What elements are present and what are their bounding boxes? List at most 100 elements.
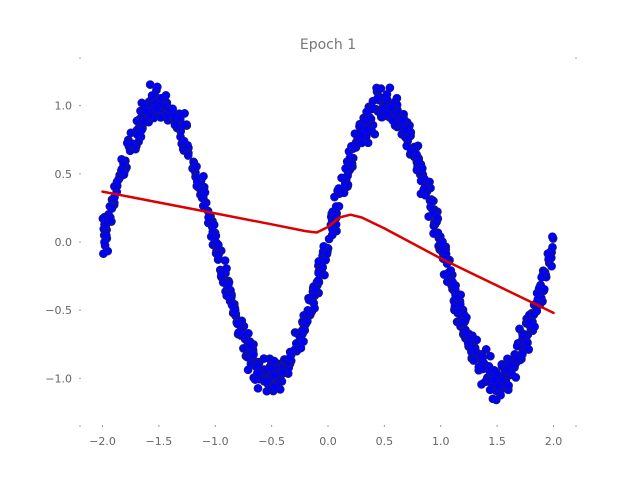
scatter-series — [98, 80, 558, 405]
x-tick-label: −1.5 — [146, 435, 173, 448]
chart-title: Epoch 1 — [300, 37, 356, 53]
scatter-point — [388, 116, 398, 125]
x-tick-label: −1.0 — [202, 435, 229, 448]
scatter-point — [314, 268, 323, 278]
scatter-point — [340, 180, 350, 190]
scatter-point — [234, 328, 243, 337]
scatter-point — [209, 220, 219, 230]
scatter-point — [533, 295, 543, 304]
scatter-point — [469, 356, 478, 365]
scatter-point — [192, 177, 202, 187]
scatter-point — [145, 80, 155, 89]
scatter-point — [217, 269, 226, 279]
fit-line — [101, 190, 555, 315]
scatter-point — [269, 356, 279, 366]
scatter-point — [213, 251, 223, 260]
scatter-point — [168, 104, 178, 114]
scatter-point — [285, 353, 295, 362]
scatter-point — [481, 345, 491, 354]
scatter-point — [547, 261, 556, 271]
scatter-point — [127, 139, 137, 148]
fit-line-series — [101, 190, 555, 315]
scatter-point — [363, 125, 372, 134]
scatter-point — [346, 159, 356, 169]
tick-labels: −2.0 −1.5 −1.0 −0.5 0.0 0.5 1.0 1.5 2.0 −1.0 −0.5 0… — [45, 100, 562, 448]
scatter-point — [357, 138, 367, 148]
scatter-point — [347, 141, 356, 151]
scatter-point — [107, 204, 117, 213]
scatter-point — [458, 317, 468, 327]
scatter-point — [337, 173, 346, 183]
axis-corner-mark — [575, 57, 577, 59]
scatter-point — [450, 280, 459, 290]
scatter-point — [401, 125, 410, 135]
y-tick-label: 0.5 — [55, 168, 73, 181]
scatter-point — [504, 381, 513, 390]
scatter-point — [314, 257, 324, 266]
x-tick-label: 1.0 — [432, 435, 450, 448]
scatter-point — [489, 375, 499, 385]
scatter-point — [303, 308, 313, 317]
scatter-point — [518, 330, 528, 340]
scatter-point — [191, 162, 201, 172]
scatter-point — [518, 349, 527, 359]
scatter-point — [455, 300, 465, 309]
axis-corner-mark — [575, 425, 577, 427]
scatter-point — [117, 166, 127, 176]
scatter-point — [416, 176, 426, 186]
scatter-point — [310, 303, 319, 313]
scatter-point — [278, 367, 287, 377]
scatter-point — [253, 368, 262, 378]
scatter-point — [152, 104, 161, 113]
axes — [79, 57, 577, 427]
scatter-point — [213, 240, 223, 250]
scatter-point — [339, 188, 349, 198]
x-tick-label: −0.5 — [258, 435, 285, 448]
scatter-point — [328, 225, 337, 234]
scatter-point — [197, 193, 207, 203]
y-tick-label: 0.0 — [55, 236, 73, 249]
y-tick-label: −1.0 — [45, 372, 72, 385]
scatter-point — [444, 267, 454, 277]
scatter-point — [243, 365, 253, 375]
scatter-point — [357, 130, 367, 140]
scatter-point — [156, 113, 166, 122]
axis-corner-mark — [79, 57, 81, 59]
scatter-point — [414, 157, 424, 167]
scatter-point — [402, 141, 412, 151]
scatter-point — [373, 93, 382, 103]
scatter-point — [171, 120, 181, 130]
x-tick-label: −2.0 — [89, 435, 116, 448]
scatter-point — [488, 394, 498, 404]
scatter-point — [511, 373, 521, 382]
scatter-point — [512, 341, 522, 351]
scatter-point — [530, 322, 539, 332]
scatter-point — [432, 213, 442, 223]
scatter-point — [427, 196, 437, 206]
scatter-point — [486, 351, 495, 361]
x-tick-label: 2.0 — [545, 435, 563, 448]
scatter-point — [385, 83, 395, 93]
scatter-point — [112, 177, 122, 186]
scatter-point — [262, 376, 271, 386]
scatter-point — [386, 103, 396, 113]
scatter-point — [330, 192, 339, 202]
scatter-point — [269, 371, 279, 380]
scatter-point — [230, 306, 240, 315]
scatter-point — [419, 185, 429, 195]
scatter-point — [539, 284, 549, 294]
scatter-point — [523, 338, 532, 347]
scatter-point — [311, 284, 320, 294]
y-tick-label: −0.5 — [45, 304, 72, 317]
scatter-point — [548, 232, 557, 242]
scatter-point — [313, 276, 323, 285]
scatter-point — [100, 237, 109, 247]
scatter-point — [249, 350, 258, 359]
scatter-point — [466, 342, 476, 351]
scatter-point — [269, 383, 279, 392]
x-tick-label: 0.0 — [319, 435, 337, 448]
scatter-point — [296, 343, 306, 353]
scatter-point — [245, 341, 255, 351]
scatter-point — [376, 84, 386, 93]
